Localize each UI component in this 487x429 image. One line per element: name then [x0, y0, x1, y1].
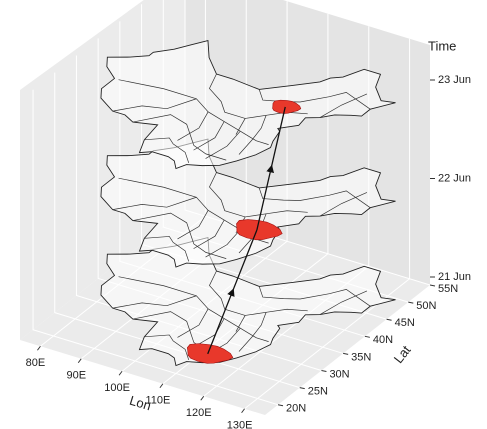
province-border: [205, 229, 241, 258]
country-outline: [100, 138, 396, 268]
province-border: [177, 210, 209, 240]
province-border: [112, 98, 197, 112]
y-tick: [364, 335, 370, 338]
y-tick-label: 20N: [286, 403, 306, 415]
y-tick-label: 35N: [351, 351, 371, 363]
y-axis-title: Lat: [391, 342, 414, 366]
province-border: [193, 121, 225, 151]
grid-line: [32, 89, 279, 406]
z-tick-label: 22 Jun: [438, 172, 471, 184]
province-border: [235, 315, 246, 332]
country-outline: [100, 39, 396, 170]
y-tick: [386, 318, 392, 321]
map-layer: [100, 138, 396, 268]
province-border: [235, 118, 246, 135]
x-tick-label: 120E: [186, 407, 212, 419]
x-tick: [241, 408, 245, 414]
province-border: [132, 212, 227, 259]
x-tick: [118, 370, 123, 376]
province-border: [258, 187, 371, 208]
province-border: [258, 286, 371, 307]
highlight-region: [187, 343, 234, 364]
province-border: [319, 192, 368, 217]
map-layer: [100, 39, 396, 170]
y-tick: [408, 301, 414, 304]
x-tick-label: 90E: [66, 370, 86, 382]
province-border: [258, 89, 371, 110]
ticks: 80E 90E 100E 110E 120E 130E 20N25N30N35N40N45N…: [26, 74, 471, 429]
province-border: [118, 276, 269, 342]
x-tick: [77, 358, 82, 364]
country-outline: [100, 236, 396, 367]
x-tick-label: 80E: [26, 357, 46, 369]
province-border: [144, 236, 190, 262]
province-border: [112, 196, 197, 210]
y-tick-label: 55N: [438, 283, 458, 295]
trajectory-arrow: [207, 229, 258, 355]
map-layers: [100, 39, 396, 367]
y-tick: [299, 387, 305, 390]
y-tick: [277, 404, 284, 407]
trajectory-arrow: [256, 106, 286, 231]
province-border: [144, 334, 190, 361]
y-tick: [321, 370, 327, 373]
province-border: [205, 130, 241, 159]
map-layer: [100, 236, 396, 367]
highlight-region: [236, 219, 283, 241]
province-border: [238, 312, 267, 352]
y-tick: [429, 284, 436, 287]
province-border: [319, 93, 368, 118]
highlight-region: [272, 99, 302, 114]
province-border: [177, 111, 209, 141]
province-border: [144, 137, 190, 164]
y-tick: [343, 352, 349, 355]
x-tick: [200, 395, 205, 401]
province-border: [132, 114, 227, 161]
y-tick-label: 25N: [308, 386, 328, 398]
province-border: [209, 270, 308, 316]
province-border: [319, 290, 368, 315]
y-tick-label: 30N: [329, 368, 349, 380]
y-tick-label: 50N: [416, 300, 436, 312]
province-border: [209, 172, 308, 218]
z-tick-label: 21 Jun: [438, 271, 471, 283]
x-axis-title: Lon: [128, 393, 153, 414]
x-tick-label: 100E: [104, 382, 130, 394]
x-tick: [37, 345, 41, 351]
province-border: [193, 219, 225, 249]
province-border: [238, 115, 267, 155]
province-border: [112, 295, 197, 309]
x-tick: [159, 383, 164, 389]
y-tick-label: 40N: [373, 334, 393, 346]
province-border: [177, 308, 209, 338]
x-tick-label: 110E: [145, 395, 170, 407]
y-tick-label: 45N: [395, 317, 415, 329]
province-border: [118, 79, 269, 145]
x-tick-label: 130E: [227, 420, 253, 429]
z-tick-label: 23 Jun: [438, 74, 471, 86]
z-axis-title: Time: [428, 38, 456, 53]
